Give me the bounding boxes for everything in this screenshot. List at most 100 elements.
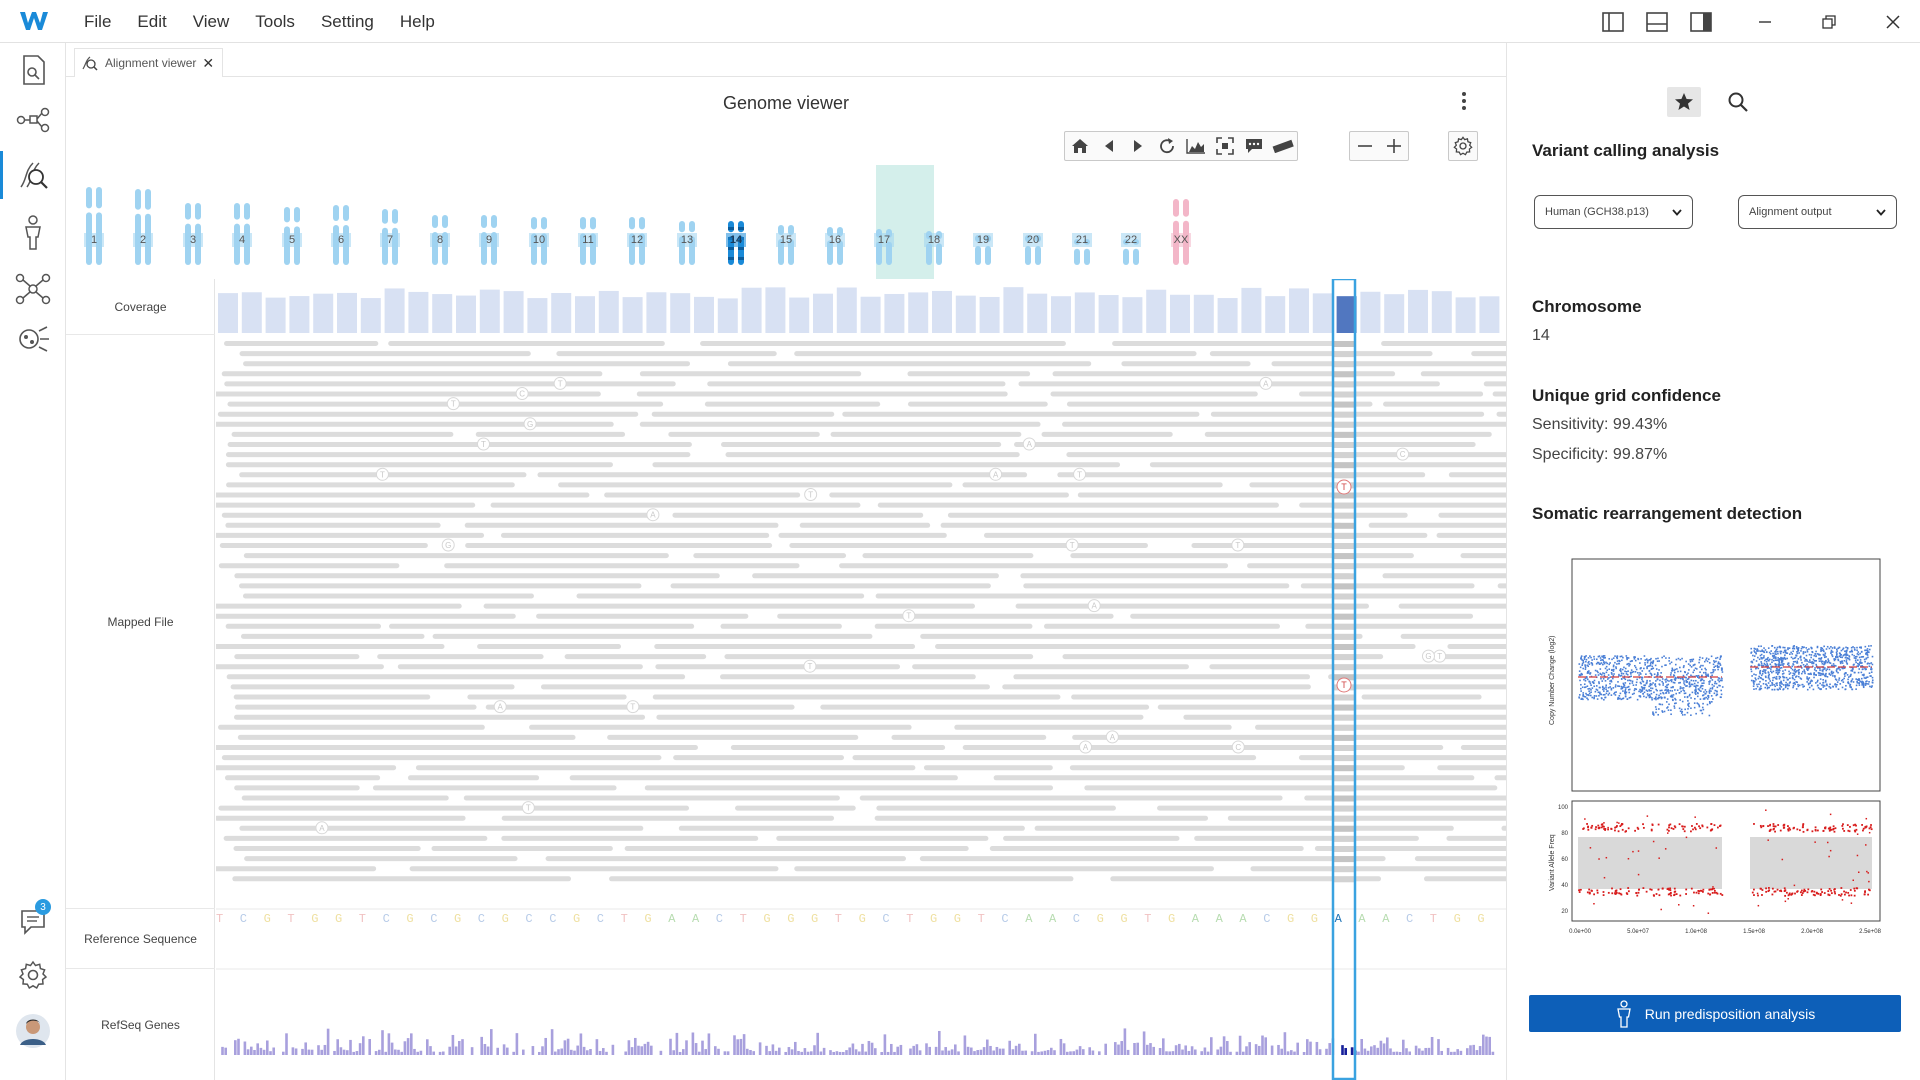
chromosome-5[interactable]: 5 xyxy=(270,165,314,279)
chromosome-18[interactable]: 18 xyxy=(912,165,956,279)
chromosome-7[interactable]: 7 xyxy=(368,165,412,279)
menu-tools[interactable]: Tools xyxy=(255,12,295,31)
chromosome-16[interactable]: 16 xyxy=(813,165,857,279)
chromosome-15[interactable]: 15 xyxy=(764,165,808,279)
refresh-icon[interactable] xyxy=(1152,132,1181,160)
gene-bar xyxy=(1235,1051,1239,1055)
chromosome-10[interactable]: 10 xyxy=(517,165,561,279)
chromosome-1[interactable]: 1 xyxy=(72,165,116,279)
messages-icon[interactable]: 3 xyxy=(13,899,53,941)
pipeline-icon[interactable] xyxy=(13,100,53,140)
comment-icon[interactable] xyxy=(1239,132,1268,160)
gene-bar xyxy=(701,1040,704,1055)
dna-search-icon[interactable] xyxy=(13,155,53,195)
gene-bar xyxy=(1261,1035,1264,1055)
zoom-out-icon[interactable] xyxy=(1350,132,1379,160)
restore-icon[interactable] xyxy=(1814,7,1844,37)
menu-help[interactable]: Help xyxy=(399,12,435,31)
tab-alignment-viewer[interactable]: Alignment viewer ✕ xyxy=(74,48,224,77)
fit-screen-icon[interactable] xyxy=(1210,132,1239,160)
svg-text:T: T xyxy=(1437,652,1442,661)
gene-bar xyxy=(915,1044,919,1055)
menu-file[interactable]: File xyxy=(84,12,112,31)
coverage-bar xyxy=(575,296,595,333)
chromosome-9[interactable]: 9 xyxy=(467,165,511,279)
chromosome-22[interactable]: 22 xyxy=(1109,165,1153,279)
gene-bar xyxy=(637,1045,640,1055)
read xyxy=(794,351,1197,357)
read xyxy=(225,452,691,458)
gene-bar xyxy=(739,1038,743,1055)
menu-edit[interactable]: Edit xyxy=(137,12,167,31)
gene-bar xyxy=(1405,1048,1408,1055)
chromosome-17[interactable]: 17 xyxy=(862,165,906,279)
menu-view[interactable]: View xyxy=(192,12,230,31)
run-predisposition-button[interactable]: Run predisposition analysis xyxy=(1529,995,1901,1032)
read xyxy=(432,633,873,639)
menu-setting[interactable]: Setting xyxy=(320,12,374,31)
patient-search-icon[interactable] xyxy=(13,50,53,90)
read xyxy=(1062,654,1384,660)
read xyxy=(230,684,515,690)
mismatch-marker xyxy=(553,376,567,390)
chromosome-XX[interactable]: XX xyxy=(1159,165,1203,279)
svg-text:T: T xyxy=(807,662,812,671)
genome-select[interactable]: Human (GCH38.p13) xyxy=(1534,195,1693,229)
chromosome-label: 17 xyxy=(878,234,890,246)
gene-bar xyxy=(1459,1050,1463,1055)
search-icon[interactable] xyxy=(1723,87,1753,117)
layout-left-panel-icon[interactable] xyxy=(1598,7,1628,37)
settings-gear-icon[interactable] xyxy=(13,955,53,995)
coverage-bar xyxy=(313,293,334,333)
track-area: A T T T T T C A A A A T T A C A C T T A G T G T A T G T T T T C G T G G T C G… xyxy=(216,279,1506,1080)
gene-bar xyxy=(986,1039,989,1055)
gene-bar xyxy=(838,1051,842,1055)
reference-base: C xyxy=(477,912,485,926)
user-avatar[interactable] xyxy=(13,1011,53,1051)
favorite-star-icon[interactable] xyxy=(1667,87,1701,117)
layout-bottom-panel-icon[interactable] xyxy=(1642,7,1672,37)
reference-base: T xyxy=(834,912,842,926)
reference-base: C xyxy=(525,912,533,926)
gene-bar xyxy=(858,1051,861,1055)
chromosome-3[interactable]: 3 xyxy=(171,165,215,279)
tab-close-icon[interactable]: ✕ xyxy=(202,54,215,71)
home-icon[interactable] xyxy=(1065,132,1094,160)
prev-icon[interactable] xyxy=(1094,132,1123,160)
minimize-icon[interactable] xyxy=(1750,7,1780,37)
chromosome-6[interactable]: 6 xyxy=(319,165,363,279)
gene-bar xyxy=(243,1041,247,1055)
viewer-toolbar xyxy=(1064,131,1298,161)
next-icon[interactable] xyxy=(1123,132,1152,160)
chromosome-13[interactable]: 13 xyxy=(665,165,709,279)
output-select[interactable]: Alignment output xyxy=(1738,195,1897,229)
read xyxy=(652,694,1061,700)
more-options-icon[interactable] xyxy=(1456,89,1472,113)
layout-right-panel-icon[interactable] xyxy=(1686,7,1716,37)
zoom-in-icon[interactable] xyxy=(1379,132,1408,160)
ruler-icon[interactable] xyxy=(1268,132,1297,160)
chromosome-20[interactable]: 20 xyxy=(1011,165,1055,279)
chromosome-11[interactable]: 11 xyxy=(566,165,610,279)
chromosome-2[interactable]: 2 xyxy=(121,165,165,279)
chromosome-19[interactable]: 19 xyxy=(961,165,1005,279)
read xyxy=(1015,603,1370,609)
person-icon[interactable] xyxy=(13,213,53,253)
chromosome-8[interactable]: 8 xyxy=(418,165,462,279)
chromosome-15-ideogram: 15 xyxy=(775,225,796,265)
molecule-network-icon[interactable] xyxy=(13,269,53,309)
gene-bar xyxy=(1408,1051,1411,1055)
coverage-bar xyxy=(884,293,905,333)
mismatch-marker xyxy=(989,467,1003,481)
virus-analysis-icon[interactable] xyxy=(13,319,53,359)
chromosome-4[interactable]: 4 xyxy=(220,165,264,279)
gene-bar xyxy=(723,1051,727,1055)
close-window-icon[interactable] xyxy=(1878,7,1908,37)
viewer-settings-icon[interactable] xyxy=(1448,131,1478,161)
read xyxy=(607,734,859,740)
chromosome-14[interactable]: 14 xyxy=(714,165,758,279)
coverage-chart-icon[interactable] xyxy=(1181,132,1210,160)
chromosome-21[interactable]: 21 xyxy=(1060,165,1104,279)
chromosome-12[interactable]: 12 xyxy=(615,165,659,279)
